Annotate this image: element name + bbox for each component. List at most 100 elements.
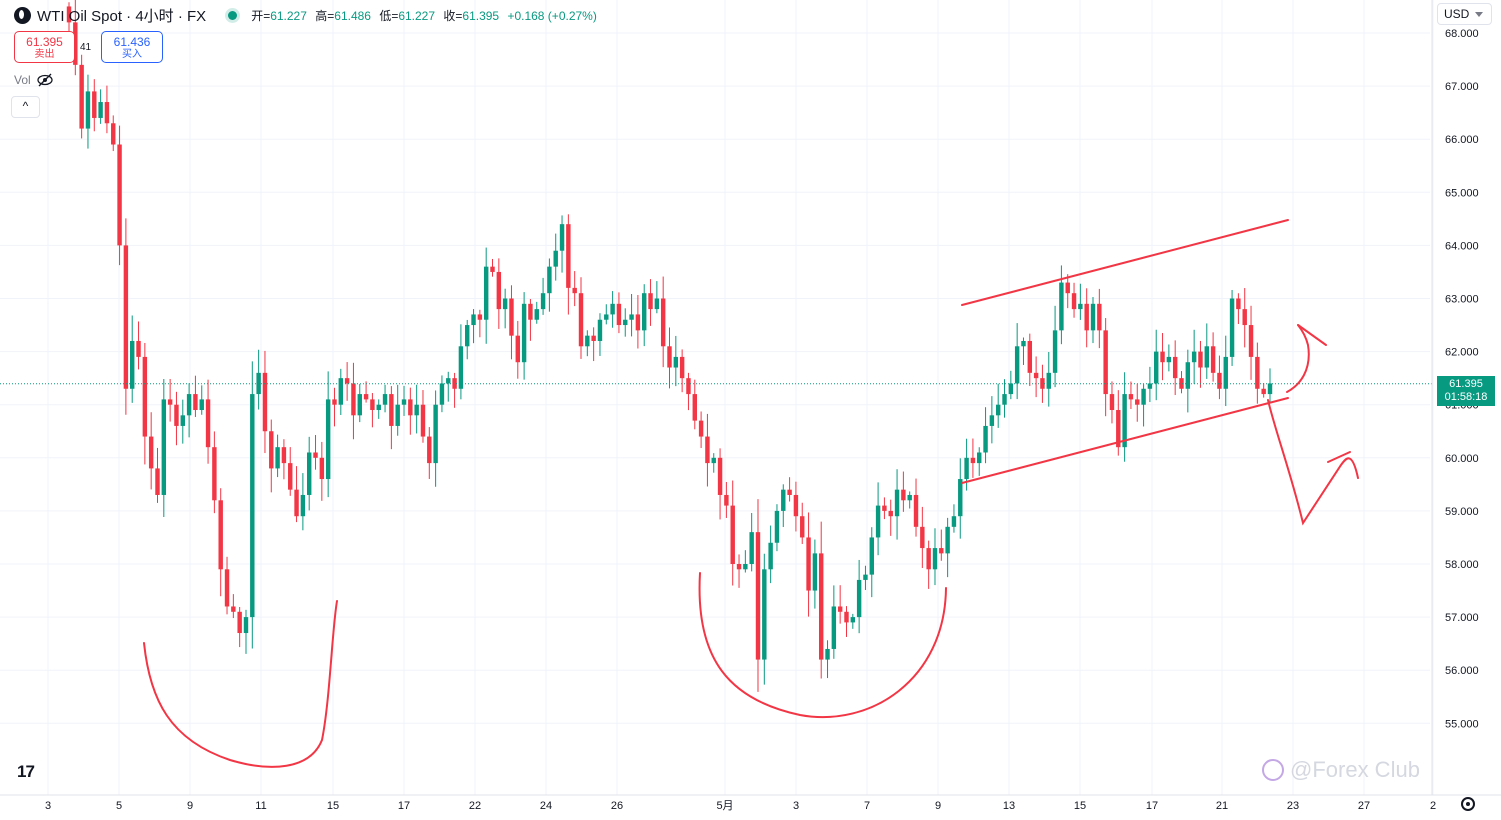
x-tick-label: 22 [469,800,481,812]
candle-body [1103,330,1108,395]
candle-body [357,394,362,416]
candle-body [490,266,495,272]
candle-body [888,510,893,517]
candle-body [528,303,533,320]
x-tick-label: 3 [45,800,51,812]
candle-body [111,123,116,145]
candle-body [306,452,312,495]
candle-body [711,457,716,464]
candle-body [1040,378,1045,389]
candle-body [275,447,280,469]
candle-body [1267,383,1273,395]
candle-body [1135,399,1140,405]
candle-body [174,404,179,426]
candle-body [1185,362,1191,389]
candle-body [869,537,874,575]
down-up-arrow [1267,399,1359,526]
candle-body [199,399,204,411]
y-tick-label: 55.000 [1445,718,1479,730]
candle-body [863,574,868,580]
channel-upper-line [961,219,1289,306]
sell-button[interactable]: 61.395 卖出 [14,31,75,63]
hand-drawn-annotations [143,219,1359,768]
collapse-legend-button[interactable]: ^ [11,96,40,118]
candle-body [926,548,931,570]
candle-body [1160,351,1165,363]
candle-body [660,298,666,347]
candle-body [679,356,685,379]
price-axis[interactable]: 55.00056.00057.00058.00059.00060.00061.0… [1431,0,1479,795]
x-tick-label: 21 [1216,800,1228,812]
candle-body [1002,394,1007,405]
candle-body [578,293,584,347]
close-value: 61.395 [462,8,500,23]
x-tick-label: 11 [255,800,266,812]
y-tick-label: 62.000 [1445,347,1479,359]
candle-body [951,516,957,527]
candle-body [958,479,963,517]
candle-body [262,372,268,432]
current-price-value: 61.395 [1449,378,1483,390]
candle-body [313,452,318,458]
candle-body [743,564,748,570]
candle-body [806,537,811,591]
candle-body [894,489,900,517]
candle-body [351,383,356,416]
currency-select[interactable]: USD [1437,3,1492,25]
candle-body [319,457,325,480]
candle-body [1236,298,1241,310]
candle-body [995,404,1001,416]
candle-body [458,346,464,389]
buy-price: 61.436 [113,35,151,49]
candle-body [1021,340,1026,347]
candle-body [401,399,407,405]
y-tick-label: 56.000 [1445,665,1479,677]
candle-body [243,617,249,634]
x-tick-label: 7 [864,800,870,812]
candle-body [1191,351,1197,363]
candle-body [1097,303,1102,331]
y-tick-label: 66.000 [1445,134,1479,146]
candle-body [136,340,141,357]
symbol-logo-icon [14,6,31,24]
y-tick-label: 58.000 [1445,559,1479,571]
x-tick-label: 26 [611,800,623,812]
buy-label: 买入 [122,49,142,60]
candle-body [964,457,969,480]
x-tick-label: 9 [187,800,193,812]
candle-body [850,617,856,623]
y-tick-label: 64.000 [1445,240,1479,252]
candle-body [730,505,735,564]
time-axis[interactable]: 3 5 9 11 15 17 22 24 26 5月 3 7 9 13 15 17 21 23 27 2 [0,794,1501,812]
candle-body [635,314,641,331]
candle-body [1052,330,1058,373]
candle-body [882,505,887,511]
candle-body [774,510,780,543]
candle-body [534,309,539,320]
candle-body [269,431,274,469]
candle-body [123,245,129,389]
sell-label: 卖出 [34,49,55,60]
symbol-title[interactable]: WTI Oil Spot · 4小时 · FX [37,7,207,25]
candle-body [572,287,577,294]
candle-body [483,266,489,320]
up-arrow-shaft [1286,324,1310,393]
candle-body [370,399,375,411]
candle-body [736,564,742,570]
candle-body [363,394,369,400]
volume-indicator[interactable]: Vol [14,73,54,87]
settings-gear-icon[interactable] [1461,797,1475,811]
eye-hidden-icon[interactable] [36,73,54,87]
close-label: 收= [443,8,463,23]
candle-body [414,404,419,416]
candle-body [1141,388,1146,405]
candle-body [1122,394,1127,448]
y-tick-label: 60.000 [1445,453,1479,465]
buy-button[interactable]: 61.436 买入 [101,31,163,63]
tradingview-logo[interactable]: 17 [17,762,35,781]
candle-body [977,452,982,464]
candle-body [1154,351,1159,384]
candle-body [932,548,938,570]
chevron-up-icon: ^ [22,99,29,113]
